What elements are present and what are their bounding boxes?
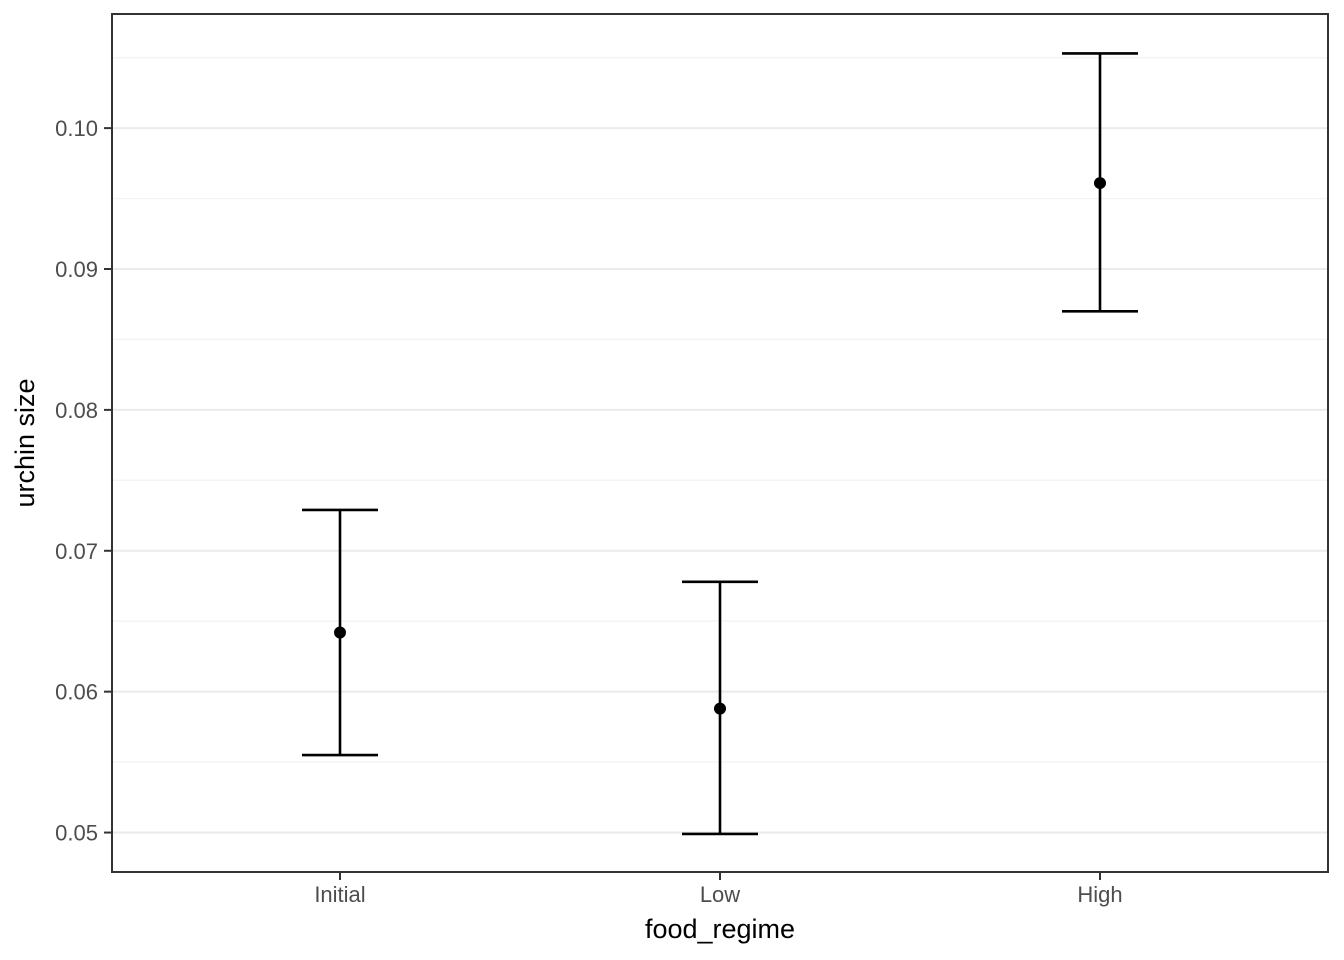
y-tick-label: 0.05 — [55, 821, 98, 846]
y-tick-label: 0.06 — [55, 680, 98, 705]
axis-tick-labels: 0.05 0.06 0.07 0.08 0.09 0.10 Initial Low High — [55, 116, 1122, 907]
x-tick-label-initial: Initial — [314, 882, 365, 907]
major-gridlines — [112, 127, 1328, 834]
y-tick-label: 0.07 — [55, 539, 98, 564]
point-high — [1094, 177, 1106, 190]
y-tick-label: 0.10 — [55, 116, 98, 141]
x-tick-label-low: Low — [700, 882, 740, 907]
axis-tick-marks — [104, 127, 1101, 880]
y-tick-label: 0.09 — [55, 257, 98, 282]
data-marks — [302, 52, 1138, 836]
y-axis-title: urchin size — [10, 378, 40, 507]
x-tick-label-high: High — [1077, 882, 1122, 907]
y-tick-label: 0.08 — [55, 398, 98, 423]
point-low — [714, 702, 726, 715]
x-axis-title: food_regime — [645, 914, 795, 944]
point-initial — [334, 626, 346, 639]
